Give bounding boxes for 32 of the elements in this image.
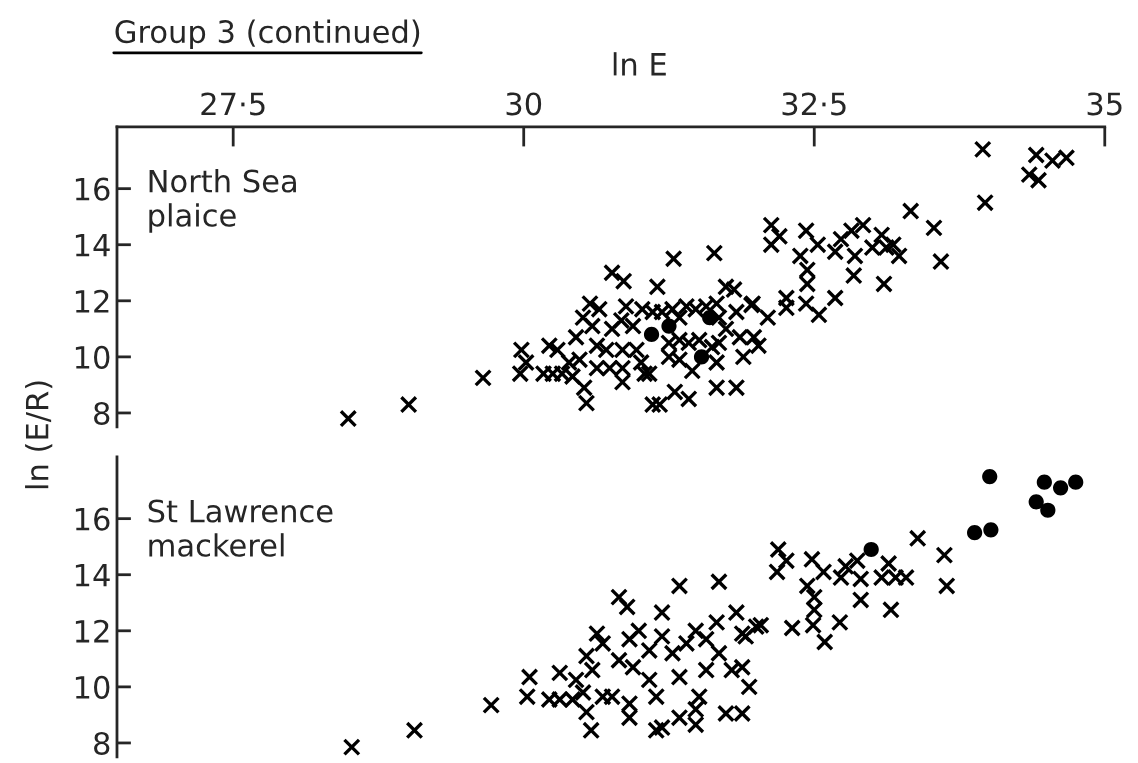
point: [643, 326, 660, 343]
y-tick-label: 8: [94, 401, 110, 425]
point: [661, 318, 677, 334]
x-tick-label: 35: [1087, 92, 1122, 116]
text: St Lawrence mackerel: [148, 499, 333, 557]
text: North Sea plaice: [149, 168, 296, 233]
y-tick-label: 16: [75, 177, 110, 201]
point: [983, 522, 999, 538]
text: Group 3 (continued): [115, 19, 420, 50]
y-tick-label: 10: [75, 675, 110, 699]
point: [693, 349, 710, 365]
point: [1040, 502, 1056, 518]
y-tick-label: 10: [75, 345, 110, 369]
point: [1053, 480, 1069, 496]
x-tick-label: 32·5: [782, 92, 846, 116]
y-tick-label: 16: [75, 507, 110, 531]
point: [982, 468, 998, 485]
y-tick-label: 12: [75, 289, 109, 313]
point: [702, 310, 718, 326]
point: [1036, 474, 1052, 490]
x-tick-label: 30: [506, 92, 542, 116]
point: [967, 525, 983, 541]
x-axis-title: ln E: [613, 52, 666, 76]
y-axis-title: ln (E/R): [25, 381, 53, 489]
y-tick-label: 14: [75, 234, 110, 257]
x-tick-label: 27·5: [201, 92, 265, 116]
y-tick-label: 12: [75, 619, 109, 643]
point: [1028, 494, 1044, 510]
point: [863, 541, 879, 558]
y-tick-label: 14: [75, 564, 110, 587]
y-tick-label: 8: [94, 731, 110, 755]
point: [1068, 474, 1084, 490]
